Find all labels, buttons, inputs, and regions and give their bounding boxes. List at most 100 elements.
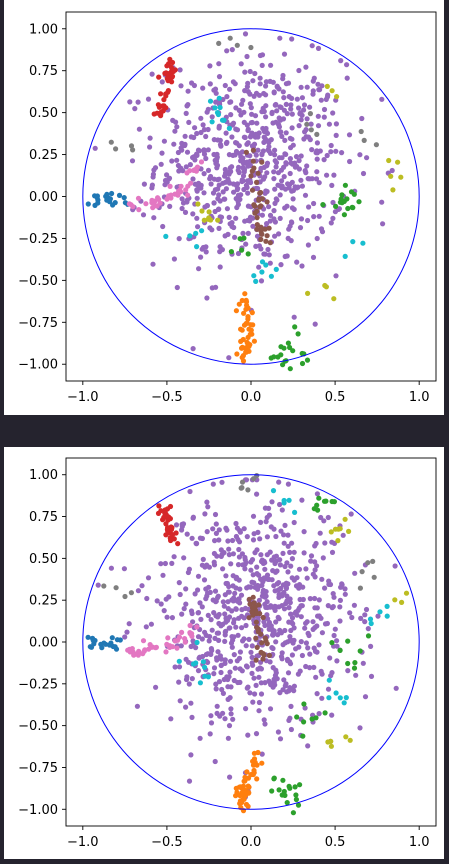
data-point bbox=[399, 600, 404, 605]
data-point bbox=[242, 70, 247, 75]
data-point bbox=[285, 253, 290, 258]
data-point bbox=[250, 643, 255, 648]
data-point bbox=[289, 36, 294, 41]
data-point bbox=[303, 193, 308, 198]
data-point bbox=[241, 337, 246, 342]
data-point bbox=[259, 691, 264, 696]
data-point bbox=[212, 137, 217, 142]
data-point bbox=[338, 585, 343, 590]
data-point bbox=[317, 597, 322, 602]
data-point bbox=[263, 83, 268, 88]
data-point bbox=[294, 714, 299, 719]
data-point bbox=[253, 636, 258, 641]
data-point bbox=[188, 701, 193, 706]
data-point bbox=[277, 628, 282, 633]
data-point bbox=[128, 202, 133, 207]
data-point bbox=[209, 617, 214, 622]
data-point bbox=[160, 573, 165, 578]
data-point bbox=[240, 231, 245, 236]
data-point bbox=[285, 181, 290, 186]
data-point bbox=[218, 264, 223, 269]
data-point bbox=[178, 67, 183, 72]
data-point bbox=[321, 518, 326, 523]
data-point bbox=[242, 779, 247, 784]
data-point bbox=[234, 141, 239, 146]
data-point bbox=[208, 99, 213, 104]
data-point bbox=[284, 598, 289, 603]
data-point bbox=[356, 199, 361, 204]
data-point bbox=[261, 251, 266, 256]
data-point bbox=[271, 776, 276, 781]
x-tick-label: 1.0 bbox=[409, 390, 430, 405]
data-point bbox=[272, 561, 277, 566]
data-point bbox=[258, 552, 263, 557]
data-point bbox=[165, 615, 170, 620]
data-point bbox=[276, 86, 281, 91]
data-point bbox=[315, 614, 320, 619]
data-point bbox=[228, 561, 233, 566]
x-tick-label: −1.0 bbox=[67, 390, 99, 405]
data-point bbox=[359, 116, 364, 121]
data-point bbox=[239, 248, 244, 253]
data-point bbox=[224, 141, 229, 146]
data-point bbox=[242, 135, 247, 140]
x-tick-label: −0.5 bbox=[151, 835, 183, 850]
data-point bbox=[360, 241, 365, 246]
data-point bbox=[319, 577, 324, 582]
data-point bbox=[159, 151, 164, 156]
data-point bbox=[321, 555, 326, 560]
data-point bbox=[216, 112, 221, 117]
data-point bbox=[161, 103, 166, 108]
data-point bbox=[213, 759, 218, 764]
data-point bbox=[158, 561, 163, 566]
data-point bbox=[301, 719, 306, 724]
data-point bbox=[178, 698, 183, 703]
data-point bbox=[288, 160, 293, 165]
data-point bbox=[196, 181, 201, 186]
data-point bbox=[362, 138, 367, 143]
data-point bbox=[163, 234, 168, 239]
data-point bbox=[350, 239, 355, 244]
data-point bbox=[180, 196, 185, 201]
data-point bbox=[235, 526, 240, 531]
data-point bbox=[309, 127, 314, 132]
data-point bbox=[221, 599, 226, 604]
data-point bbox=[191, 516, 196, 521]
data-point bbox=[303, 566, 308, 571]
data-point bbox=[243, 623, 248, 628]
data-point bbox=[241, 166, 246, 171]
data-point bbox=[319, 696, 324, 701]
data-point bbox=[363, 694, 368, 699]
data-point bbox=[240, 480, 245, 485]
data-point bbox=[298, 225, 303, 230]
data-point bbox=[124, 630, 129, 635]
data-point bbox=[319, 226, 324, 231]
data-point bbox=[303, 65, 308, 70]
data-point bbox=[216, 207, 221, 212]
data-point bbox=[366, 633, 371, 638]
data-point bbox=[243, 560, 248, 565]
data-point bbox=[168, 195, 173, 200]
data-point bbox=[245, 191, 250, 196]
data-point bbox=[244, 142, 249, 147]
data-point bbox=[329, 744, 334, 749]
data-point bbox=[258, 81, 263, 86]
data-point bbox=[252, 691, 257, 696]
data-point bbox=[254, 473, 259, 478]
data-point bbox=[163, 91, 168, 96]
data-point bbox=[268, 659, 273, 664]
data-point bbox=[348, 738, 353, 743]
data-point bbox=[158, 110, 163, 115]
scatter-points bbox=[86, 31, 404, 371]
data-point bbox=[346, 529, 351, 534]
data-point bbox=[181, 555, 186, 560]
data-point bbox=[127, 99, 132, 104]
data-point bbox=[358, 586, 363, 591]
data-point bbox=[223, 573, 228, 578]
data-point bbox=[165, 635, 170, 640]
data-point bbox=[215, 186, 220, 191]
data-point bbox=[215, 711, 220, 716]
data-point bbox=[227, 100, 232, 105]
data-point bbox=[305, 218, 310, 223]
data-point bbox=[301, 597, 306, 602]
